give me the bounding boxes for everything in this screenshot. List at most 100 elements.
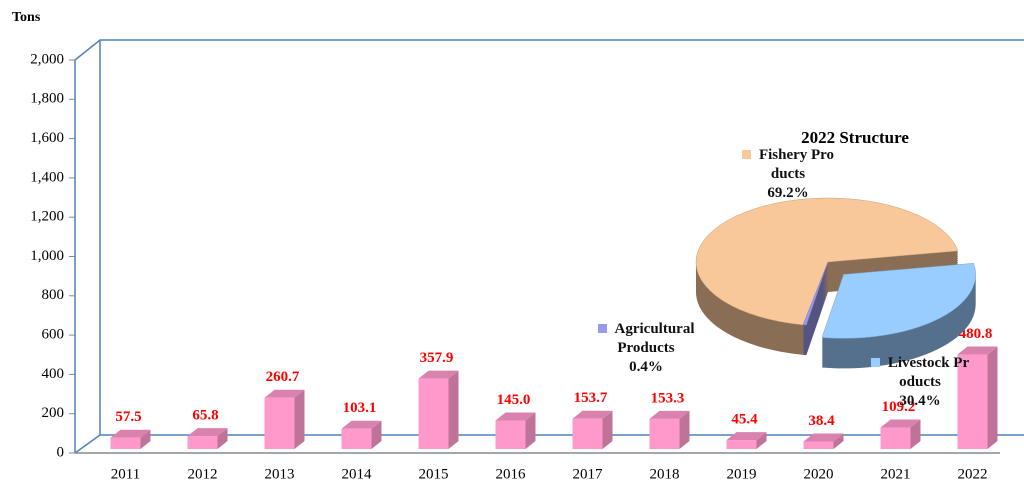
pie-slice-top [695, 197, 959, 326]
bar [880, 419, 921, 449]
x-tick-label: 2013 [265, 466, 295, 482]
legend-swatch [597, 324, 607, 333]
bar [649, 410, 690, 449]
bar-top [110, 429, 151, 438]
bar-front [726, 440, 757, 449]
pie-label: Fishery Products 69.2% [738, 146, 838, 203]
y-tick-label: 2,000 [30, 51, 64, 67]
x-tick-label: 2012 [188, 466, 218, 482]
x-tick-label: 2015 [419, 466, 449, 482]
y-tick-label: 1,800 [30, 91, 64, 107]
data-label: 57.5 [115, 409, 141, 425]
y-tick-label: 1,400 [30, 169, 64, 185]
y-tick-label: 600 [42, 327, 65, 343]
pie-label-value: 30.4% [899, 393, 941, 409]
y-tick-label: 1,000 [30, 248, 64, 264]
pie-label-value: 69.2% [767, 185, 809, 201]
bar [726, 432, 767, 449]
x-tick-label: 2011 [111, 466, 140, 482]
bar [418, 370, 459, 449]
x-tick-label: 2014 [342, 466, 373, 482]
bar-side [525, 412, 536, 449]
pie-label: Agricultural Products 0.4% [596, 320, 696, 377]
pie-slice [695, 197, 959, 355]
bar-top [264, 389, 305, 398]
bar [803, 433, 844, 449]
x-tick-label: 2022 [958, 466, 988, 482]
data-label: 38.4 [808, 413, 835, 429]
bar-side [910, 419, 921, 449]
data-label: 357.9 [420, 350, 454, 366]
bar-top [187, 428, 228, 437]
bar-side [448, 370, 459, 449]
bar-front [957, 354, 988, 449]
bar-side [756, 432, 767, 449]
y-tick-label: 1,600 [30, 130, 64, 146]
bar [264, 389, 305, 449]
bar-front [264, 397, 295, 449]
pie-label-value: 0.4% [629, 359, 663, 375]
bar-front [418, 378, 449, 449]
bar-side [602, 410, 613, 449]
x-tick-label: 2016 [496, 466, 527, 482]
bar-side [833, 433, 844, 449]
bar-side [140, 429, 151, 449]
bar [572, 410, 613, 449]
data-label: 153.7 [574, 390, 608, 406]
legend-swatch [870, 358, 880, 367]
pie-label: Livestock Products 30.4% [870, 354, 970, 411]
data-label: 109.2 [882, 399, 916, 415]
pie-slice [802, 261, 829, 356]
bar-side [294, 389, 305, 449]
pie-label-name: Agricultural Products [596, 320, 696, 358]
bar-side [987, 346, 998, 449]
y-axis-label: Tons [12, 10, 41, 25]
bar-side [679, 410, 690, 449]
x-tick-label: 2017 [573, 466, 604, 482]
bar-front [880, 427, 911, 449]
bar-top [880, 419, 921, 428]
data-label: 153.3 [651, 390, 685, 406]
pie-slice-top [821, 263, 976, 339]
x-tick-label: 2019 [727, 466, 757, 482]
pie-slice-top [802, 261, 829, 326]
bar-front [341, 428, 372, 449]
bar-front [572, 418, 603, 449]
x-tick-label: 2020 [804, 466, 834, 482]
bar [495, 412, 536, 449]
bar-front [495, 420, 526, 449]
bar-front [649, 418, 680, 449]
bar-top [495, 412, 536, 421]
bar-top [649, 410, 690, 419]
data-label: 145.0 [497, 392, 531, 408]
pie-title: 2022 Structure [801, 128, 909, 147]
legend-swatch [741, 150, 751, 159]
bar [187, 428, 228, 449]
x-tick-label: 2021 [881, 466, 911, 482]
bar-side [371, 420, 382, 449]
x-tick-label: 2018 [650, 466, 680, 482]
y-tick-label: 800 [42, 287, 65, 303]
bar [341, 420, 382, 449]
y-tick-label: 400 [42, 366, 65, 382]
pie-slice [821, 263, 976, 369]
data-label: 65.8 [192, 408, 218, 424]
data-label: 480.8 [959, 326, 993, 342]
data-label: 103.1 [343, 400, 377, 416]
floor [74, 434, 1024, 454]
pie-label-name: Livestock Products [870, 354, 970, 392]
bar [110, 429, 151, 449]
bar [957, 346, 998, 449]
bar-top [803, 433, 844, 442]
bar-top [957, 346, 998, 355]
bar-top [572, 410, 613, 419]
bar-top [726, 432, 767, 441]
pie-label-name: Fishery Products [738, 146, 838, 184]
data-label: 45.4 [731, 412, 758, 428]
y-tick-label: 1,200 [30, 209, 64, 225]
bar-front [110, 437, 141, 449]
y-tick-label: 200 [42, 405, 65, 421]
bar-side [217, 428, 228, 449]
